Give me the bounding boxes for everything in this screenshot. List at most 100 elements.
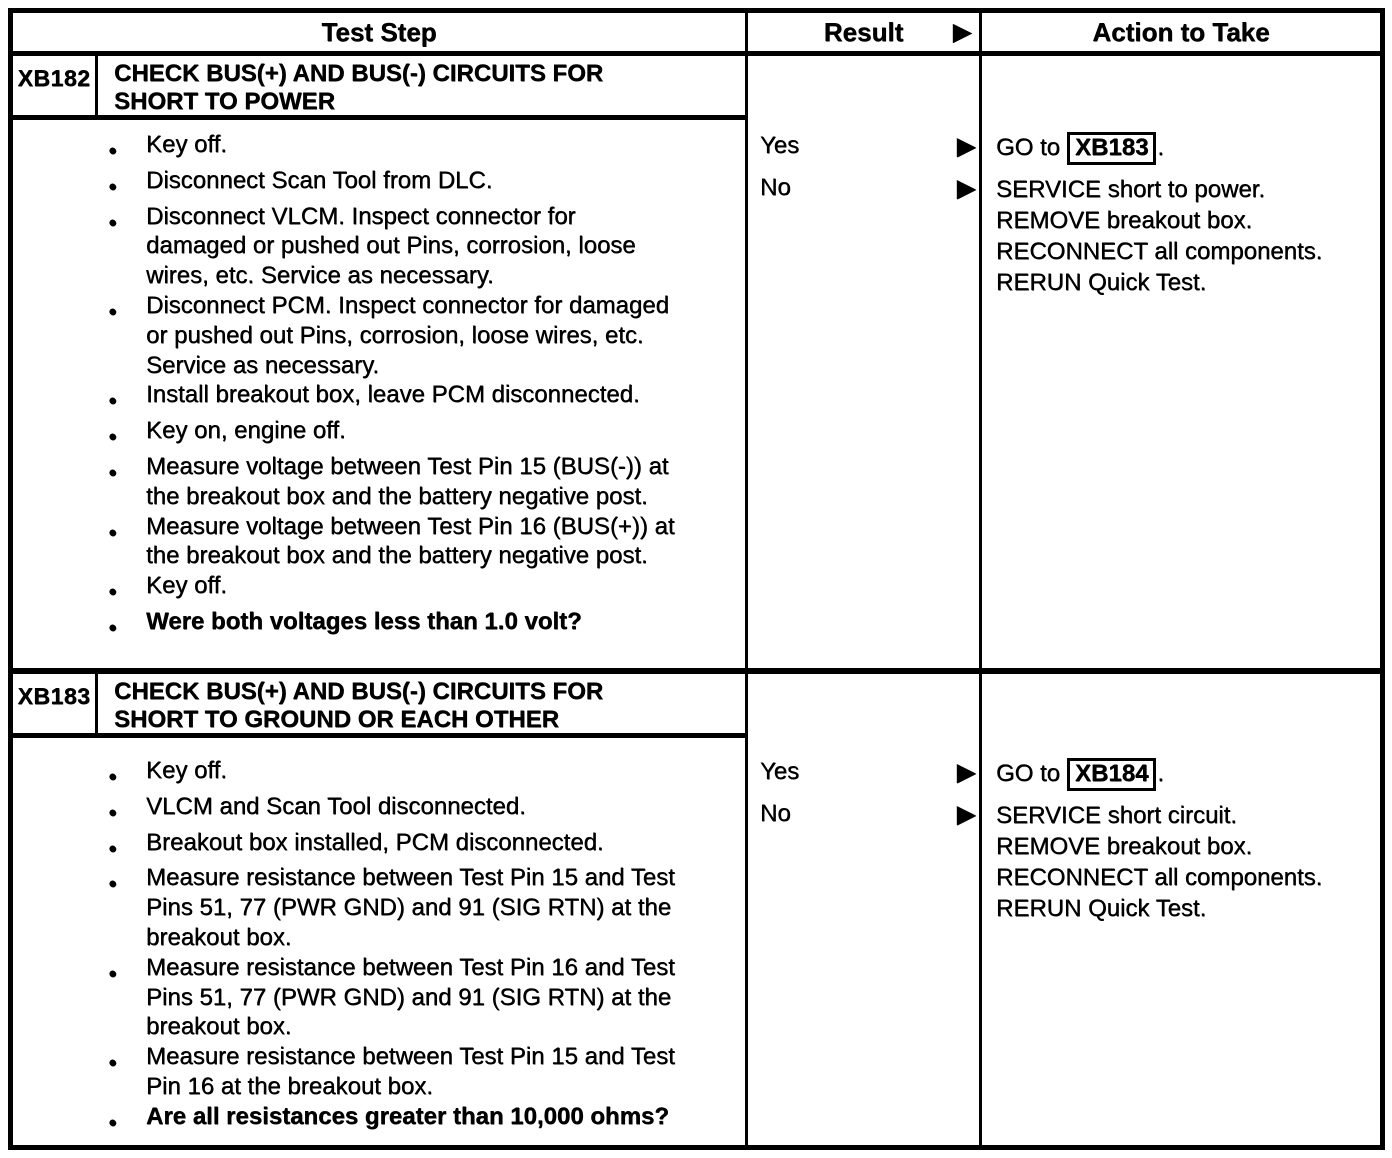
result-no-row: No ▶ (748, 800, 979, 842)
bullet-text-question: Are all resistances greater than 10,000 … (146, 1102, 669, 1130)
arrow-right-icon: ▶ (956, 799, 976, 828)
action-go-suffix: . (1157, 760, 1165, 787)
test-title-row: XB183 CHECK BUS(+) AND BUS(-) CIRCUITS F… (13, 674, 745, 738)
bullet-text: Key off. (146, 757, 227, 784)
bullet-item-question: ● Are all resistances greater than 10,000… (108, 1102, 730, 1138)
bullet-text-question: Were both voltages less than 1.0 volt? (146, 607, 582, 635)
header-test-step: Test Step (13, 13, 748, 51)
action-cell: GO to XB184. SERVICE short circuit. REMOV… (982, 674, 1380, 1145)
action-go-line: GO to XB183. (996, 132, 1372, 174)
bullet-icon: ● (108, 392, 118, 410)
bullet-item: ● Measure voltage between Test Pin 15 (BU… (108, 452, 730, 512)
bullet-item: ● Measure resistance between Test Pin 15 … (108, 1042, 730, 1102)
bullet-item-question: ● Were both voltages less than 1.0 volt? (108, 607, 730, 643)
test-step-cell: XB182 CHECK BUS(+) AND BUS(-) CIRCUITS F… (13, 56, 748, 668)
bullet-icon: ● (108, 142, 118, 159)
result-yes-row: Yes ▶ (748, 132, 979, 174)
bullet-text: Measure resistance between Test Pin 15 a… (146, 1043, 675, 1100)
action-go-line: GO to XB184. (996, 758, 1372, 800)
arrow-right-icon: ▶ (952, 16, 972, 46)
header-test-step-label: Test Step (321, 16, 437, 47)
bullet-icon: ● (108, 768, 118, 785)
bullet-text: Breakout box installed, PCM disconnected… (146, 828, 604, 856)
bullet-icon: ● (108, 428, 118, 446)
test-id: XB183 (13, 674, 98, 734)
bullet-text: Measure voltage between Test Pin 16 (BUS… (146, 512, 675, 570)
test-title: CHECK BUS(+) AND BUS(-) CIRCUITS FOR SHO… (114, 678, 604, 733)
bullet-text: Key on, engine off. (146, 417, 346, 445)
action-go-prefix: GO to (996, 760, 1061, 787)
bullet-icon: ● (108, 1054, 118, 1072)
bullet-item: ● Breakout box installed, PCM disconnecte… (108, 828, 730, 864)
action-line: RERUN Quick Test. (996, 895, 1207, 922)
test-title-row: XB182 CHECK BUS(+) AND BUS(-) CIRCUITS F… (13, 56, 745, 120)
test-row-xb182: XB182 CHECK BUS(+) AND BUS(-) CIRCUITS F… (13, 56, 1380, 674)
bullet-list: ● Key off. ● VLCM and Scan Tool disconnect… (13, 738, 745, 1138)
test-title: CHECK BUS(+) AND BUS(-) CIRCUITS FOR SHO… (114, 60, 604, 115)
bullet-item: ● Disconnect PCM. Inspect connector for d… (108, 291, 730, 380)
test-step-cell: XB183 CHECK BUS(+) AND BUS(-) CIRCUITS F… (13, 674, 748, 1145)
result-cell: Yes ▶ No ▶ (748, 674, 982, 1145)
test-reference-box: XB183 (1067, 132, 1157, 165)
arrow-right-icon: ▶ (956, 757, 976, 786)
result-no-label: No (760, 800, 791, 827)
bullet-icon: ● (108, 875, 118, 893)
bullet-item: ● VLCM and Scan Tool disconnected. (108, 792, 730, 828)
bullet-icon: ● (108, 463, 118, 481)
test-reference-box: XB184 (1067, 758, 1157, 791)
action-line: SERVICE short circuit. (996, 802, 1237, 829)
bullet-text: Key off. (146, 572, 227, 600)
bullet-item: ● Measure resistance between Test Pin 15 … (108, 863, 730, 952)
bullet-icon: ● (108, 213, 118, 231)
header-result-label: Result (823, 16, 904, 47)
diagnostic-table: Test Step Result ▶ Action to Take XB182 … (8, 8, 1385, 1150)
bullet-item: ● Key off. (108, 130, 730, 166)
test-id: XB182 (13, 56, 98, 116)
header-action: Action to Take (982, 13, 1380, 51)
bullet-item: ● Install breakout box, leave PCM disconn… (108, 380, 730, 416)
bullet-icon: ● (108, 1113, 118, 1131)
bullet-icon: ● (108, 839, 118, 857)
bullet-text: Disconnect Scan Tool from DLC. (146, 166, 493, 194)
bullet-text: Measure resistance between Test Pin 15 a… (146, 864, 675, 951)
bullet-icon: ● (108, 964, 118, 982)
bullet-item: ● Measure resistance between Test Pin 16 … (108, 953, 730, 1042)
bullet-icon: ● (108, 302, 118, 320)
bullet-icon: ● (108, 803, 118, 821)
header-result: Result ▶ (748, 13, 982, 51)
header-row: Test Step Result ▶ Action to Take (13, 13, 1380, 56)
action-line: RERUN Quick Test. (996, 269, 1207, 296)
action-go-suffix: . (1157, 134, 1165, 161)
result-no-row: No ▶ (748, 174, 979, 216)
bullet-icon: ● (108, 583, 118, 601)
action-line: RECONNECT all components. (996, 864, 1323, 891)
result-no-label: No (760, 174, 791, 201)
bullet-list: ● Key off. ● Disconnect Scan Tool from DLC… (13, 120, 745, 643)
arrow-right-icon: ▶ (956, 173, 976, 202)
bullet-item: ● Disconnect Scan Tool from DLC. (108, 166, 730, 202)
header-action-label: Action to Take (1092, 16, 1270, 47)
bullet-item: ● Disconnect VLCM. Inspect connector for … (108, 202, 730, 291)
test-row-xb183: XB183 CHECK BUS(+) AND BUS(-) CIRCUITS F… (13, 674, 1380, 1145)
result-cell: Yes ▶ No ▶ (748, 56, 982, 668)
bullet-text: Measure voltage between Test Pin 15 (BUS… (146, 452, 669, 510)
result-yes-label: Yes (760, 758, 800, 785)
bullet-text: VLCM and Scan Tool disconnected. (146, 792, 526, 820)
bullet-text: Install breakout box, leave PCM disconne… (146, 381, 640, 409)
bullet-text: Measure resistance between Test Pin 16 a… (146, 953, 675, 1041)
action-line: REMOVE breakout box. (996, 833, 1253, 860)
arrow-right-icon: ▶ (956, 131, 976, 160)
action-go-prefix: GO to (996, 134, 1061, 161)
bullet-item: ● Key on, engine off. (108, 416, 730, 452)
action-line: SERVICE short to power. (996, 176, 1266, 203)
result-yes-row: Yes ▶ (748, 758, 979, 800)
bullet-text: Disconnect PCM. Inspect connector for da… (146, 291, 669, 379)
result-yes-label: Yes (760, 132, 800, 159)
bullet-icon: ● (108, 523, 118, 541)
bullet-text: Disconnect VLCM. Inspect connector for d… (146, 202, 636, 290)
action-line: RECONNECT all components. (996, 238, 1323, 265)
action-line: REMOVE breakout box. (996, 207, 1253, 234)
bullet-item: ● Key off. (108, 756, 730, 792)
bullet-icon: ● (108, 177, 118, 195)
